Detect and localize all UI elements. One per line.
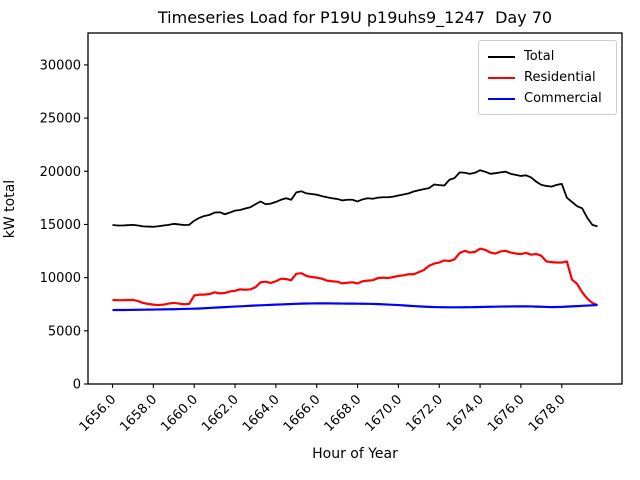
x-tick-label: 1670.0: [362, 392, 405, 435]
y-tick-label: 5000: [48, 324, 81, 339]
x-tick-label: 1656.0: [77, 392, 120, 435]
x-axis-label: Hour of Year: [312, 446, 398, 462]
x-tick-label: 1668.0: [322, 392, 365, 435]
legend-item-label: Total: [524, 49, 555, 64]
legend-item-commercial: Commercial: [488, 88, 608, 109]
legend-item-total: Total: [488, 46, 608, 67]
y-tick-label: 25000: [40, 112, 81, 127]
legend-item-label: Residential: [524, 70, 596, 85]
series-line-residential: [112, 247, 598, 307]
y-tick-label: 20000: [40, 165, 81, 180]
y-tick-label: 30000: [40, 58, 81, 73]
y-tick-label: 10000: [40, 271, 81, 286]
legend-item-residential: Residential: [488, 67, 608, 88]
chart-title: Timeseries Load for P19U p19uhs9_1247 Da…: [157, 8, 553, 27]
legend-line-swatch: [488, 55, 515, 58]
series-line-total: [112, 169, 598, 228]
x-tick-label: 1672.0: [403, 392, 446, 435]
x-tick-label: 1676.0: [485, 392, 528, 435]
x-tick-label: 1666.0: [281, 392, 324, 435]
y-tick-label: 0: [73, 378, 81, 393]
legend: Total Residential Commercial: [478, 40, 617, 115]
legend-line-swatch: [488, 97, 515, 100]
x-tick-label: 1658.0: [117, 392, 160, 435]
legend-line-swatch: [488, 76, 515, 79]
x-tick-label: 1660.0: [158, 392, 201, 435]
series-line-commercial: [112, 302, 598, 312]
x-tick-label: 1662.0: [199, 392, 242, 435]
x-tick-label: 1678.0: [526, 392, 569, 435]
axes-border: [87, 32, 623, 385]
x-tick-label: 1664.0: [240, 392, 283, 435]
y-tick-label: 15000: [40, 218, 81, 233]
legend-item-label: Commercial: [524, 91, 602, 106]
y-axis-label: kW total: [2, 179, 18, 239]
x-tick-label: 1674.0: [444, 392, 487, 435]
